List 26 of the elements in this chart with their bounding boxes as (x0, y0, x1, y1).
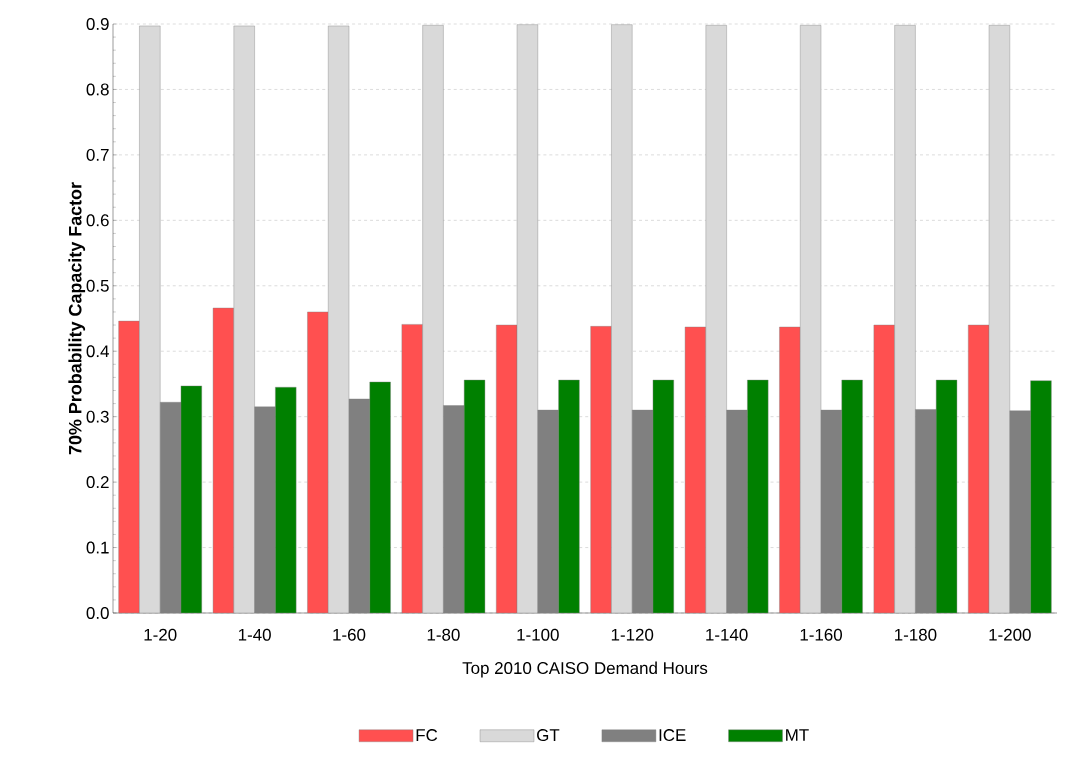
x-tick-label: 1-40 (238, 628, 271, 641)
x-tick-label: 1-20 (144, 628, 177, 641)
x-tick-label: 1-140 (706, 628, 748, 641)
legend-label: MT (786, 729, 809, 741)
y-tick-label: 0.9 (86, 18, 109, 30)
x-tick-label: 1-100 (517, 628, 559, 641)
x-tick-label: 1-160 (800, 628, 843, 641)
y-tick-label: 0.8 (86, 83, 109, 96)
x-tick-label: 1-180 (895, 628, 937, 641)
y-axis-title: 70% Probability Capacity Factor (68, 182, 86, 455)
legend-label: ICE (659, 729, 686, 742)
x-tick-label: 1-60 (333, 628, 366, 641)
y-tick-label: 0.7 (86, 148, 109, 161)
legend-label: FC (416, 729, 438, 742)
y-tick-label: 0.1 (86, 541, 109, 554)
x-tick-label: 1-200 (989, 628, 1031, 641)
x-tick-label: 1-80 (427, 628, 460, 641)
y-tick-label: 0.2 (86, 476, 109, 489)
y-tick-label: 0.4 (86, 345, 109, 358)
y-tick-label: 0.3 (86, 410, 109, 423)
x-axis-title: Top 2010 CAISO Demand Hours (462, 661, 708, 678)
y-tick-label: 0.6 (86, 214, 109, 227)
legend-label: GT (537, 729, 560, 742)
y-tick-label: 0.5 (86, 279, 109, 292)
y-tick-label: 0.0 (86, 607, 109, 619)
x-tick-label: 1-120 (611, 628, 654, 641)
